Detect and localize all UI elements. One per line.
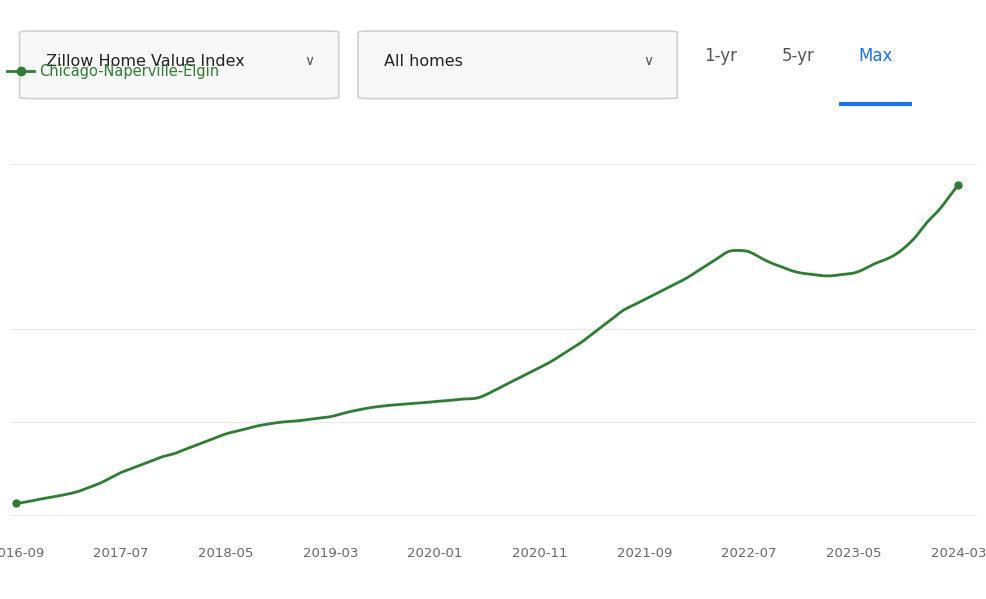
Text: 5-yr: 5-yr [781,47,813,65]
Text: Max: Max [858,47,892,65]
Text: All homes: All homes [384,54,462,69]
Text: Zillow Home Value Index: Zillow Home Value Index [45,54,245,69]
Text: ∨: ∨ [304,55,315,68]
FancyBboxPatch shape [358,31,676,99]
Text: 1-yr: 1-yr [704,47,737,65]
FancyBboxPatch shape [20,31,338,99]
Legend: Chicago-Naperville-Elgin: Chicago-Naperville-Elgin [8,63,220,78]
Text: ∨: ∨ [642,55,653,68]
